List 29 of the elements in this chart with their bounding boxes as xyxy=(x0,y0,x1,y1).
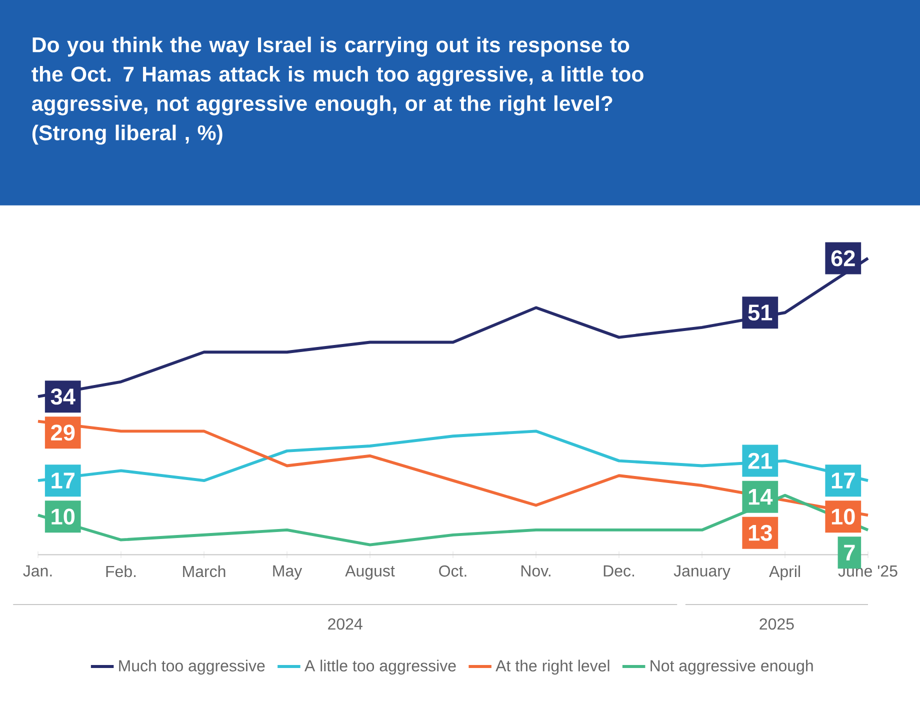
x-tick-label: May xyxy=(273,565,302,580)
data-label: 14 xyxy=(748,489,773,505)
x-tick-label: Nov. xyxy=(521,565,550,577)
data-label: 17 xyxy=(52,472,74,488)
x-tick-label: January xyxy=(674,565,730,580)
x-tick-label: August xyxy=(345,565,395,580)
legend-label: A little too aggressive xyxy=(304,660,456,675)
data-label: 10 xyxy=(52,508,75,525)
x-tick-label: March xyxy=(183,565,226,578)
text: 2024 xyxy=(328,618,362,630)
x-tick-label: Dec. xyxy=(604,565,634,577)
data-label: 62 xyxy=(831,250,855,266)
chart-title: Do you think the way Israel is carrying out its response to the Oct. 7 Hamas attack is much too aggressive, a little too aggressive, not aggressive enough, or at the right level? (Strong liberal , %) xyxy=(32,36,644,145)
text: 2025 xyxy=(760,618,794,630)
data-label: 17 xyxy=(832,472,855,488)
data-label: 13 xyxy=(748,524,772,541)
legend-label: Not aggressive enough xyxy=(650,660,813,675)
x-tick-label: April xyxy=(769,565,800,580)
data-label: 21 xyxy=(748,452,772,469)
data-label: 10 xyxy=(832,508,855,525)
data-label: 34 xyxy=(50,388,76,405)
x-tick-label: Jan. xyxy=(23,565,52,577)
data-label: 7 xyxy=(844,544,855,560)
x-tick-label: Feb. xyxy=(106,565,136,578)
x-tick-label: Oct. xyxy=(439,565,466,577)
legend-label: Much too aggressive xyxy=(119,660,265,675)
data-label: 29 xyxy=(51,424,75,441)
data-label: 51 xyxy=(748,304,772,321)
legend-label: At the right level xyxy=(496,660,610,675)
